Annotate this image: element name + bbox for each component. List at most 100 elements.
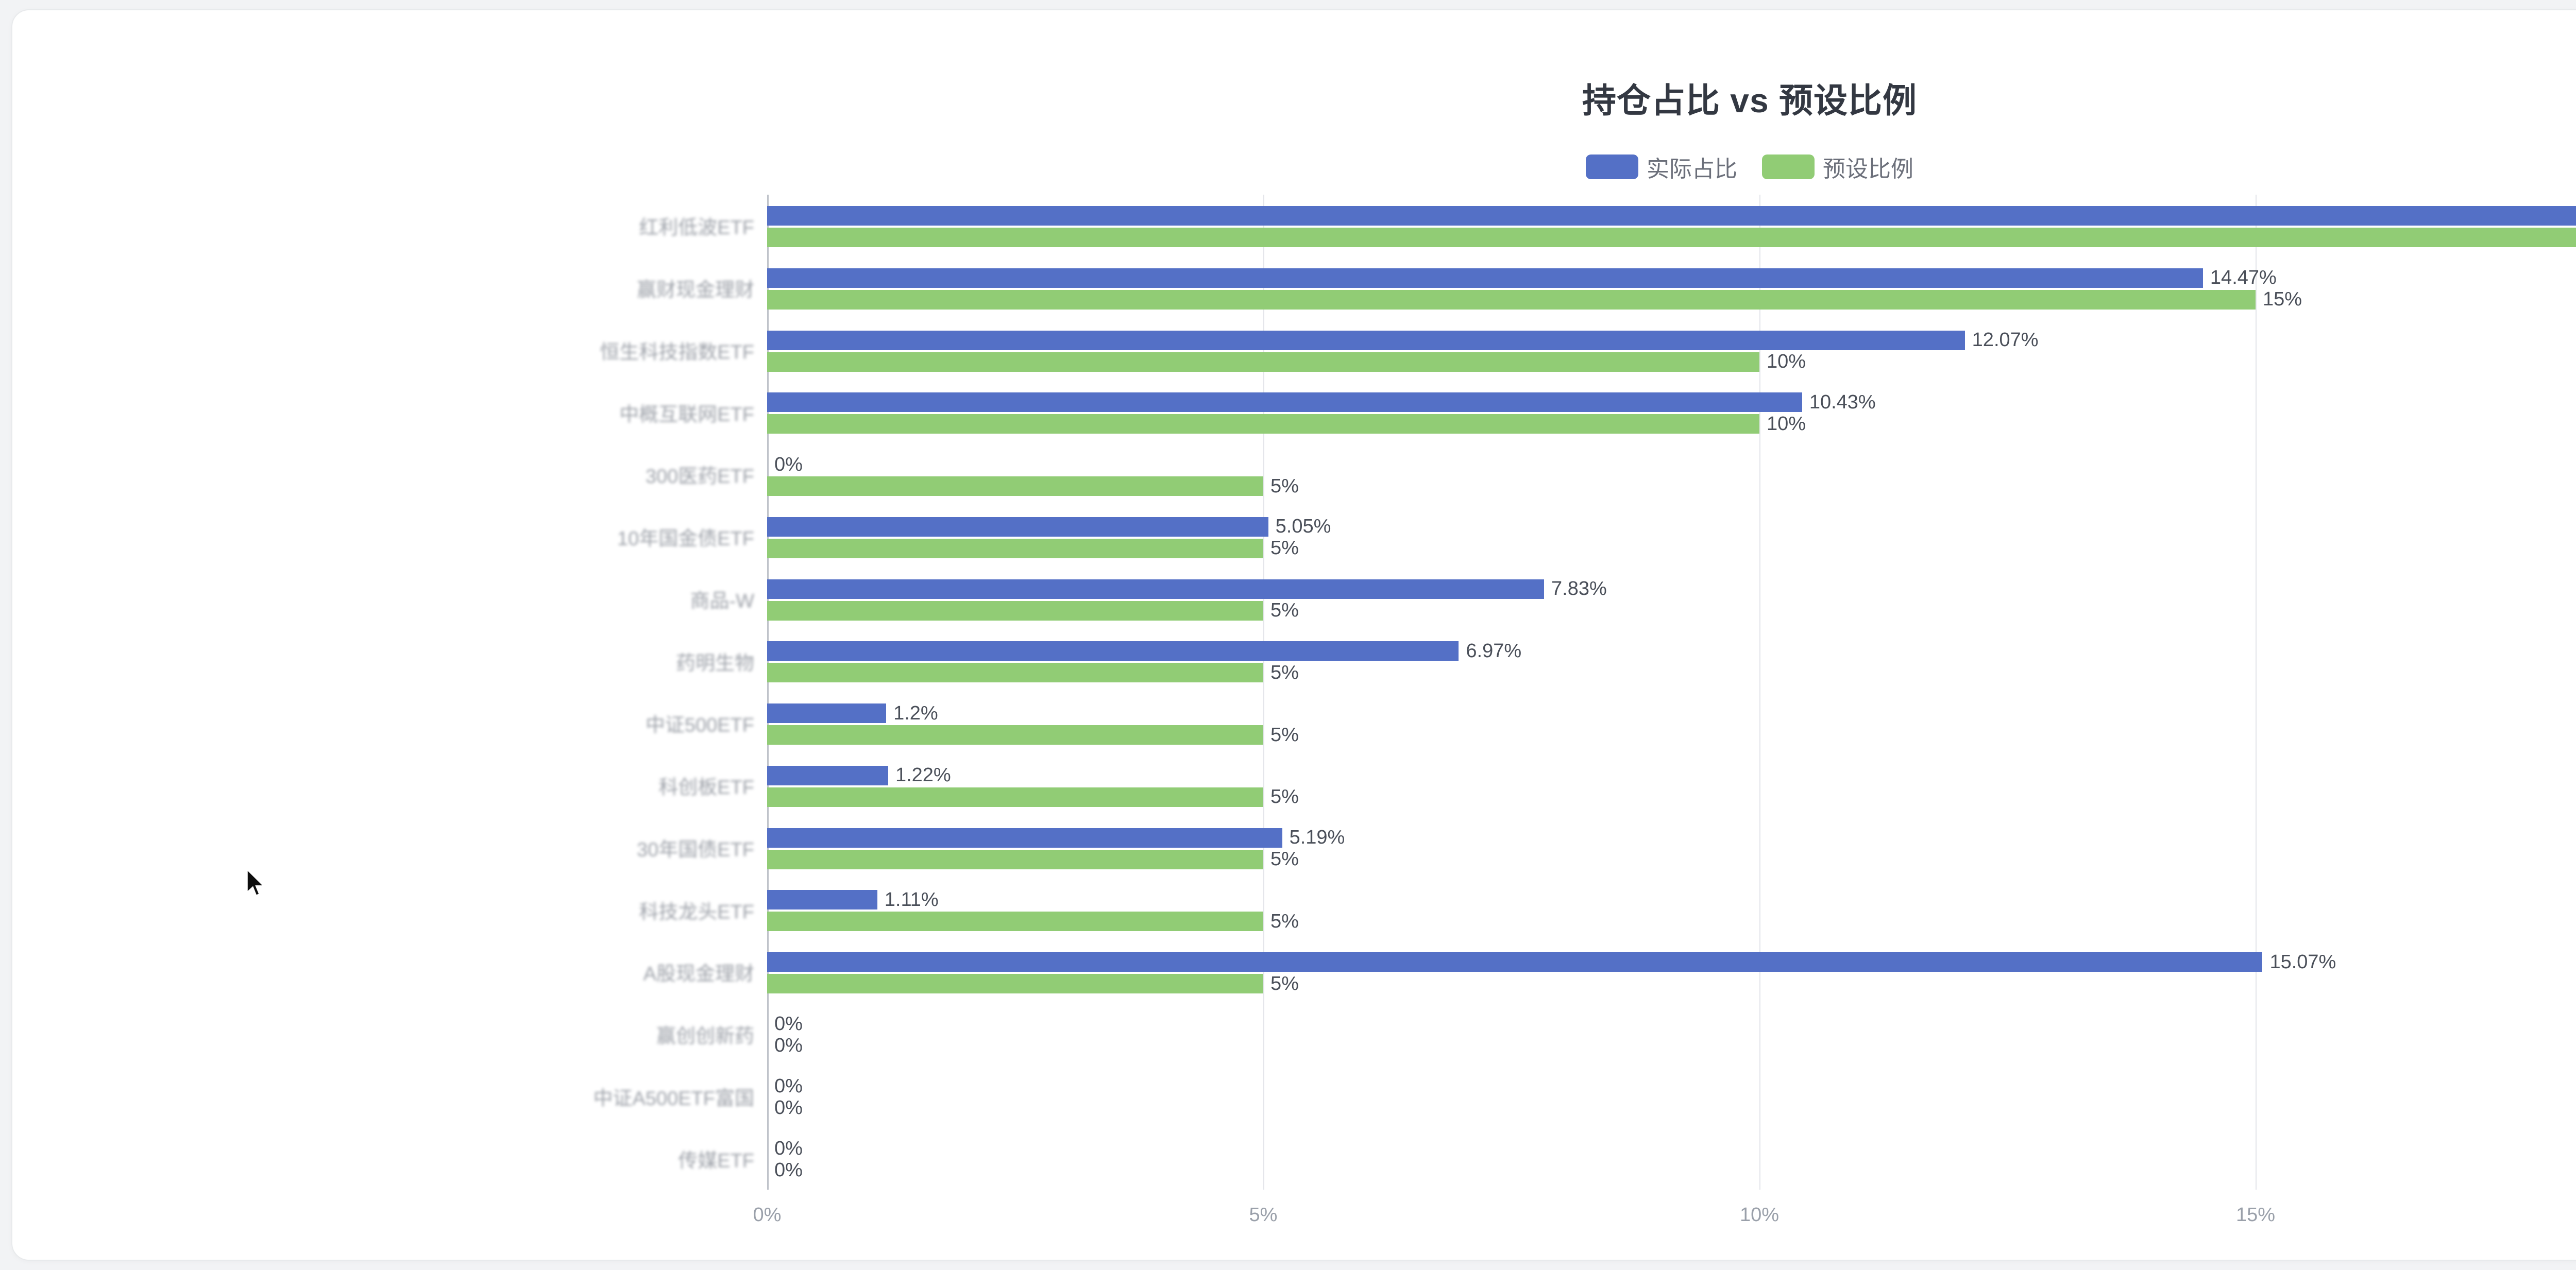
bar-actual[interactable]: 15.07% bbox=[767, 951, 2336, 973]
bar-rect-actual bbox=[767, 268, 2203, 288]
bar-value-label: 5% bbox=[1270, 910, 1299, 932]
bar-value-label: 1.2% bbox=[893, 702, 938, 724]
bar-value-label: 0% bbox=[774, 1159, 803, 1181]
bar-target[interactable]: 0% bbox=[767, 1097, 803, 1119]
bar-target[interactable]: 5% bbox=[767, 848, 1299, 870]
y-axis-category-label: A股现金理财 bbox=[643, 963, 754, 985]
bar-rect-actual bbox=[767, 517, 1268, 537]
bar-value-label: 5% bbox=[1270, 848, 1299, 870]
bar-row[interactable]: 30年国债ETF 5.19% 5% bbox=[12, 817, 2576, 879]
bar-value-label: 0% bbox=[774, 1137, 803, 1159]
bar-rect-target bbox=[767, 912, 1263, 932]
plot-area: 0%5%10%15%20%25% 百分比 (%) 红利低波ETF19.38%20… bbox=[12, 10, 2576, 1260]
bar-target[interactable]: 5% bbox=[767, 910, 1299, 932]
bar-value-label: 5% bbox=[1270, 537, 1299, 559]
bar-row[interactable]: 科创板ETF 1.22% 5% bbox=[12, 754, 2576, 817]
bar-actual[interactable]: 0% bbox=[767, 1137, 803, 1159]
gridline-5% bbox=[1263, 195, 1264, 1190]
bar-target[interactable]: 20% bbox=[767, 228, 2576, 247]
bar-row[interactable]: 商品-W 7.83% 5% bbox=[12, 568, 2576, 630]
bar-row[interactable]: 赢财现金理财 14.47% 15% bbox=[12, 257, 2576, 319]
bar-row[interactable]: 红利低波ETF 19.38% 20% bbox=[12, 195, 2576, 257]
bar-value-label: 0% bbox=[774, 1035, 803, 1057]
bar-row[interactable]: 中证A500ETF富国 0% 0% bbox=[12, 1066, 2576, 1128]
bar-actual[interactable]: 12.07% bbox=[767, 329, 2039, 351]
bar-rect-actual bbox=[767, 579, 1545, 599]
bar-row[interactable]: 300医药ETF 0% 5% bbox=[12, 443, 2576, 506]
bar-value-label: 5.05% bbox=[1275, 516, 1331, 538]
bar-target[interactable]: 15% bbox=[767, 288, 2302, 310]
bar-actual[interactable]: 7.83% bbox=[767, 578, 1607, 599]
bar-rect-target bbox=[767, 663, 1263, 683]
bar-value-label: 5% bbox=[1270, 661, 1299, 683]
legend-item-1[interactable]: 实际占比 bbox=[1586, 150, 1737, 183]
bar-actual[interactable]: 0% bbox=[767, 1013, 803, 1035]
bar-target[interactable]: 5% bbox=[767, 724, 1299, 746]
bar-value-label: 6.97% bbox=[1466, 640, 1522, 662]
bar-rect-target bbox=[767, 849, 1263, 869]
bar-rect-target bbox=[767, 974, 1263, 993]
bar-rect-target bbox=[767, 476, 1263, 496]
bar-actual[interactable]: 5.05% bbox=[767, 516, 1331, 538]
bar-actual[interactable]: 1.11% bbox=[767, 889, 939, 911]
bar-value-label: 5% bbox=[1270, 599, 1299, 621]
x-tick-label: 0% bbox=[753, 1204, 782, 1226]
bar-actual[interactable]: 19.38% bbox=[767, 206, 2576, 226]
y-axis-category-label: 传媒ETF bbox=[678, 1150, 754, 1172]
bar-value-label: 7.83% bbox=[1551, 578, 1607, 599]
bar-row[interactable]: 中概互联网ETF 10.43% 10% bbox=[12, 381, 2576, 443]
bar-rect-target bbox=[767, 352, 1759, 372]
bar-target[interactable]: 5% bbox=[767, 661, 1299, 683]
bar-rect-target bbox=[767, 289, 2256, 310]
bar-row[interactable]: 科技龙头ETF 1.11% 5% bbox=[12, 879, 2576, 941]
bar-value-label: 5% bbox=[1270, 475, 1299, 497]
y-axis-category-label: 中概互联网ETF bbox=[619, 404, 754, 426]
bar-actual[interactable]: 14.47% bbox=[767, 267, 2277, 288]
bar-actual[interactable]: 6.97% bbox=[767, 640, 1522, 662]
bar-value-label: 1.22% bbox=[895, 764, 951, 786]
bar-rect-target bbox=[767, 600, 1263, 621]
bar-target[interactable]: 5% bbox=[767, 537, 1299, 559]
bar-target[interactable]: 10% bbox=[767, 351, 1806, 372]
bar-row[interactable]: 传媒ETF 0% 0% bbox=[12, 1127, 2576, 1190]
bar-actual[interactable]: 10.43% bbox=[767, 391, 1876, 413]
bar-row[interactable]: A股现金理财 15.07% 5% bbox=[12, 941, 2576, 1003]
y-axis-category-label: 10年国金债ETF bbox=[617, 528, 754, 550]
bar-value-label: 5% bbox=[1270, 786, 1299, 808]
bar-target[interactable]: 10% bbox=[767, 413, 1806, 435]
bar-actual[interactable]: 5.19% bbox=[767, 827, 1345, 848]
bar-actual[interactable]: 0% bbox=[767, 454, 803, 475]
bar-row[interactable]: 药明生物 6.97% 5% bbox=[12, 630, 2576, 692]
bar-actual[interactable]: 0% bbox=[767, 1075, 803, 1097]
bar-row[interactable]: 恒生科技指数ETF 12.07% 10% bbox=[12, 319, 2576, 382]
bar-rect-target bbox=[767, 725, 1263, 745]
bar-target[interactable]: 5% bbox=[767, 475, 1299, 497]
bar-value-label: 0% bbox=[774, 1013, 803, 1035]
bar-actual[interactable]: 1.2% bbox=[767, 702, 938, 724]
bar-rect-actual bbox=[767, 828, 1282, 848]
x-tick-label: 10% bbox=[1739, 1204, 1780, 1226]
bar-target[interactable]: 5% bbox=[767, 786, 1299, 808]
bar-rect-target bbox=[767, 228, 2576, 247]
bar-rect-actual bbox=[767, 392, 1802, 413]
bar-value-label: 10% bbox=[1767, 413, 1806, 435]
bar-target[interactable]: 5% bbox=[767, 973, 1299, 994]
bar-row[interactable]: 赢创创新药 0% 0% bbox=[12, 1003, 2576, 1066]
bar-rect-actual bbox=[767, 765, 888, 785]
y-axis-category-label: 商品-W bbox=[690, 590, 754, 612]
legend-item-2[interactable]: 预设比例 bbox=[1762, 150, 1913, 183]
legend-label: 预设比例 bbox=[1823, 157, 1913, 182]
bar-actual[interactable]: 1.22% bbox=[767, 764, 951, 786]
bar-rect-actual bbox=[767, 952, 2263, 972]
y-axis-category-label: 红利低波ETF bbox=[639, 217, 754, 239]
bar-rect-target bbox=[767, 414, 1759, 434]
bar-target[interactable]: 5% bbox=[767, 599, 1299, 621]
bar-row[interactable]: 10年国金债ETF 5.05% 5% bbox=[12, 506, 2576, 568]
bar-target[interactable]: 0% bbox=[767, 1159, 803, 1181]
gridline-10% bbox=[1759, 195, 1760, 1190]
bar-target[interactable]: 0% bbox=[767, 1035, 803, 1057]
bar-rect-actual bbox=[767, 703, 887, 723]
y-axis-category-label: 中证A500ETF富国 bbox=[593, 1088, 754, 1110]
bar-row[interactable]: 中证500ETF 1.2% 5% bbox=[12, 692, 2576, 754]
bar-value-label: 5% bbox=[1270, 724, 1299, 746]
